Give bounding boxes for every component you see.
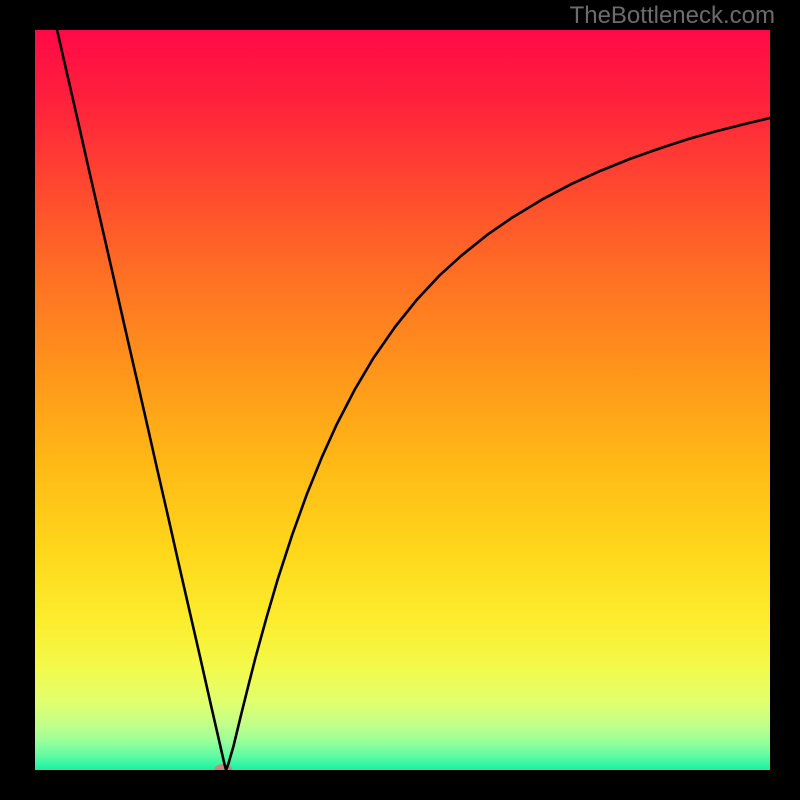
min-marker [214, 764, 232, 770]
watermark: TheBottleneck.com [570, 2, 775, 30]
bottleneck-curve [57, 30, 770, 770]
plot-area [35, 30, 770, 770]
curve-layer [35, 30, 770, 770]
chart-frame [35, 30, 770, 770]
